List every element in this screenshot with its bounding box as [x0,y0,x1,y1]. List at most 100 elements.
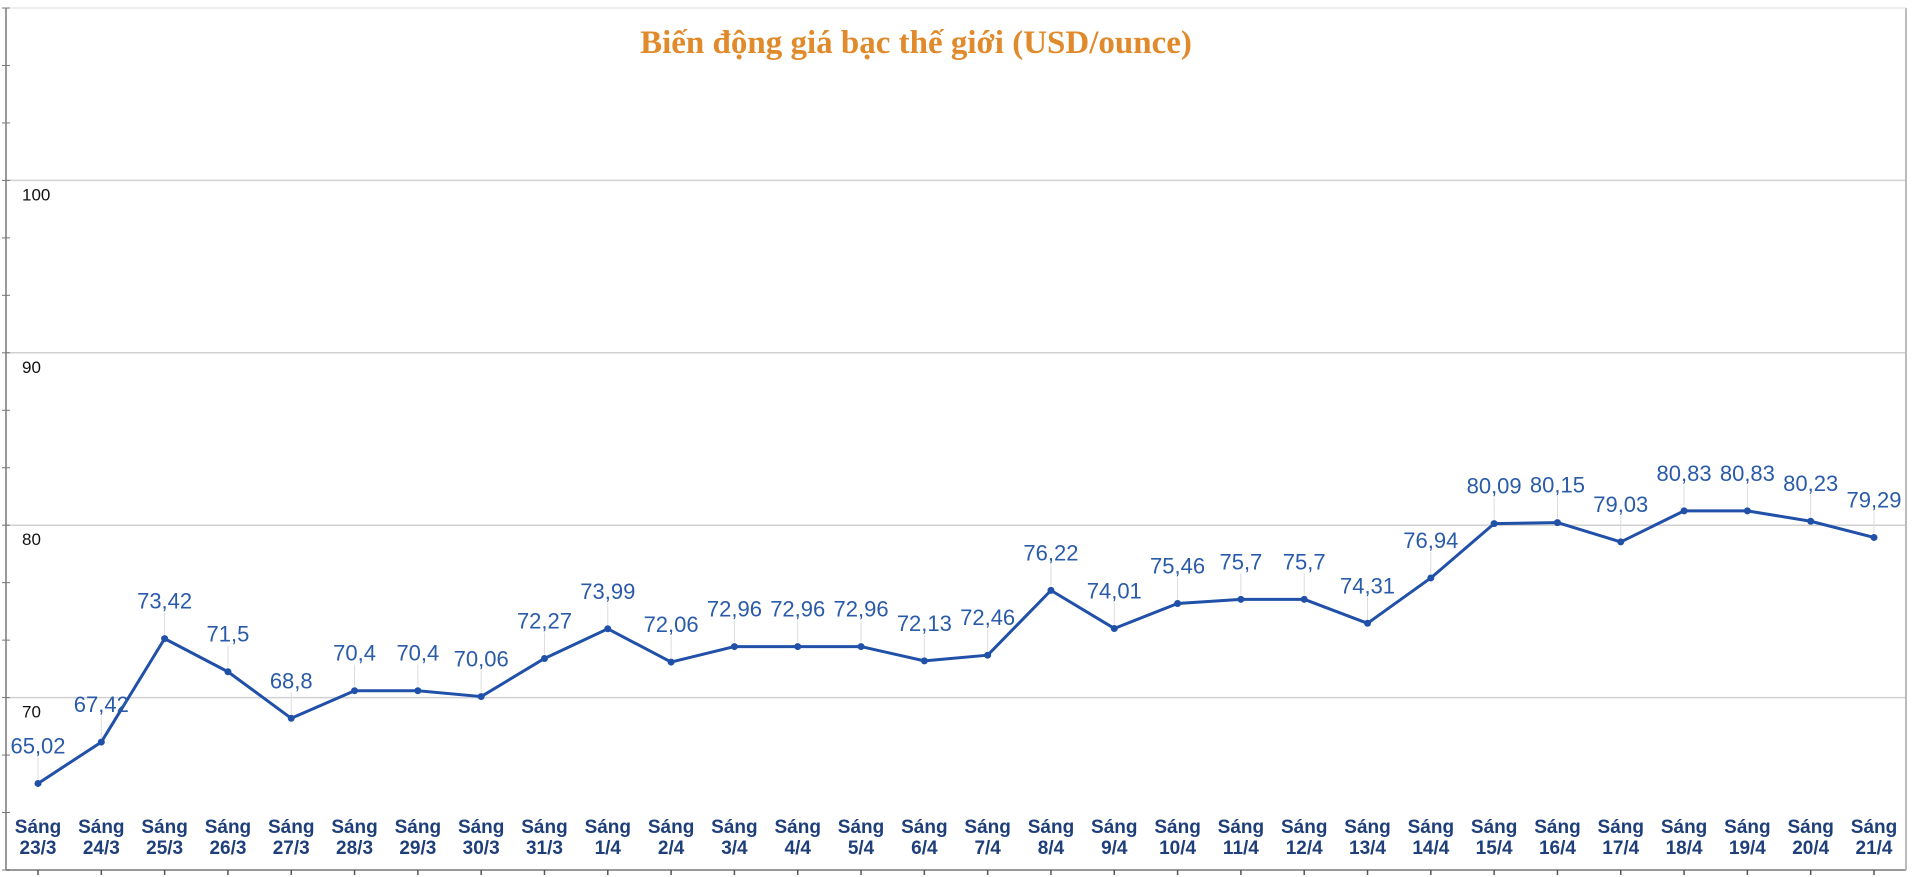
x-tick-label: Sáng [1851,817,1897,838]
data-point [1870,533,1878,541]
x-tick-label: 9/4 [1101,838,1128,859]
x-tick-label: 30/3 [463,838,500,859]
chart-title: Biến động giá bạc thế giới (USD/ounce) [640,25,1192,61]
x-tick-label: Sáng [78,817,124,838]
x-tick-label: 4/4 [785,838,812,859]
data-point [920,657,928,665]
x-tick-label: 19/4 [1729,838,1766,859]
x-tick-label: 2/4 [658,838,685,859]
x-tick-label: Sáng [1598,817,1644,838]
x-tick-label: 18/4 [1666,838,1703,859]
x-tick-label: Sáng [458,817,504,838]
x-tick-label: 23/3 [20,838,57,859]
y-tick-label: 100 [22,185,50,204]
data-point [224,668,232,676]
x-tick-label: Sáng [964,817,1010,838]
data-label: 80,83 [1720,461,1775,486]
x-tick-label: Sáng [1408,817,1454,838]
x-tick-label: Sáng [1724,817,1770,838]
data-label: 72,96 [707,597,762,622]
data-label: 68,8 [270,668,313,693]
x-tick-label: 6/4 [911,838,938,859]
data-point [667,658,675,666]
data-label: 75,46 [1150,553,1205,578]
x-tick-label: Sáng [774,817,820,838]
data-label: 73,99 [580,579,635,604]
data-label: 72,13 [897,611,952,636]
data-label: 67,42 [74,692,129,717]
data-point [794,643,802,651]
data-point [34,779,42,787]
x-tick-label: Sáng [1281,817,1327,838]
data-label: 80,83 [1657,461,1712,486]
data-point [1110,624,1118,632]
data-point [287,714,295,722]
data-label: 70,06 [454,647,509,672]
data-point [1237,595,1245,603]
x-tick-label: Sáng [1787,817,1833,838]
data-point [1364,619,1372,627]
x-tick-label: Sáng [1344,817,1390,838]
data-point [1617,538,1625,546]
x-tick-label: 20/4 [1792,838,1829,859]
data-point [477,693,485,701]
x-tick-label: Sáng [1218,817,1264,838]
x-tick-label: Sáng [331,817,377,838]
data-point [1807,517,1815,525]
x-tick-label: 24/3 [83,838,120,859]
data-point [161,635,169,643]
data-label: 70,4 [333,641,376,666]
y-tick-label: 80 [22,530,41,549]
x-tick-label: Sáng [1154,817,1200,838]
x-tick-label: 17/4 [1602,838,1639,859]
data-label: 75,7 [1283,549,1326,574]
x-tick-label: Sáng [901,817,947,838]
data-point [604,625,612,633]
data-label: 72,96 [834,597,889,622]
data-label: 74,31 [1340,573,1395,598]
x-tick-label: 13/4 [1349,838,1386,859]
x-tick-label: Sáng [141,817,187,838]
data-point [1047,586,1055,594]
x-tick-label: Sáng [1471,817,1517,838]
data-label: 75,7 [1219,549,1262,574]
x-tick-label: 3/4 [721,838,748,859]
data-point [984,651,992,659]
x-tick-label: Sáng [395,817,441,838]
x-tick-label: Sáng [1534,817,1580,838]
data-point [1300,595,1308,603]
data-point [540,654,548,662]
x-tick-label: Sáng [205,817,251,838]
x-tick-label: Sáng [711,817,757,838]
data-point [1680,507,1688,515]
data-label: 80,23 [1783,471,1838,496]
data-label: 79,03 [1593,492,1648,517]
data-label: 70,4 [396,641,439,666]
x-tick-label: 15/4 [1476,838,1513,859]
data-point [1553,519,1561,527]
data-label: 72,46 [960,605,1015,630]
data-label: 65,02 [10,733,65,758]
data-point [414,687,422,695]
data-point [1427,574,1435,582]
data-label: 71,5 [207,622,250,647]
x-tick-label: 16/4 [1539,838,1576,859]
x-tick-label: Sáng [1028,817,1074,838]
x-tick-label: Sáng [648,817,694,838]
y-tick-label: 70 [22,703,41,722]
data-point [1490,520,1498,528]
data-label: 80,09 [1467,474,1522,499]
x-tick-label: 10/4 [1159,838,1196,859]
data-point [857,643,865,651]
x-tick-label: 11/4 [1223,838,1259,859]
data-label: 72,06 [644,612,699,637]
x-tick-label: 28/3 [336,838,373,859]
x-tick-label: 12/4 [1286,838,1323,859]
x-tick-label: 31/3 [526,838,563,859]
x-tick-label: 21/4 [1856,838,1893,859]
x-tick-label: 8/4 [1038,838,1065,859]
x-tick-label: 25/3 [146,838,183,859]
x-tick-label: 27/3 [273,838,310,859]
x-tick-label: Sáng [838,817,884,838]
